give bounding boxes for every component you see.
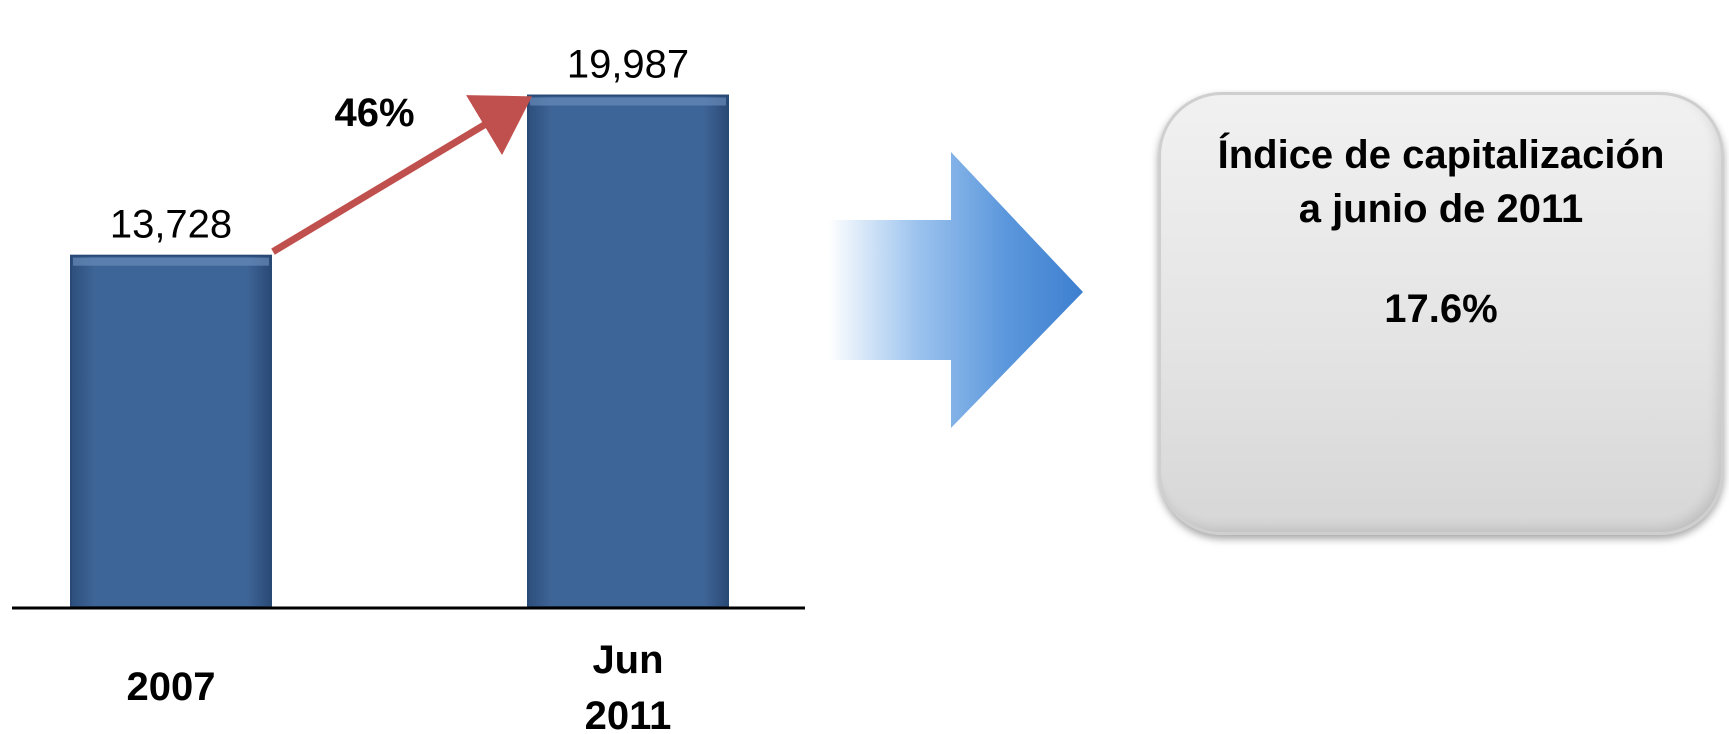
bar-1 <box>527 94 729 609</box>
value-label-0: 13,728 <box>110 203 232 247</box>
big-right-arrow <box>828 152 1083 428</box>
info-box-value: 17.6% <box>1384 287 1498 331</box>
bar-0 <box>70 254 272 609</box>
bar-highlight-0 <box>73 257 269 266</box>
info-box-title: Índice de capitalización a junio de 2011 <box>1217 133 1665 231</box>
category-label-0: 2007 <box>127 665 216 709</box>
value-label-1: 19,987 <box>567 43 689 87</box>
bar-highlight-1 <box>530 97 726 106</box>
growth-arrow <box>271 95 533 255</box>
category-label-1: Jun 2011 <box>585 638 672 734</box>
growth-label: 46% <box>334 91 414 135</box>
info-box: Índice de capitalización a junio de 2011… <box>1158 92 1724 535</box>
